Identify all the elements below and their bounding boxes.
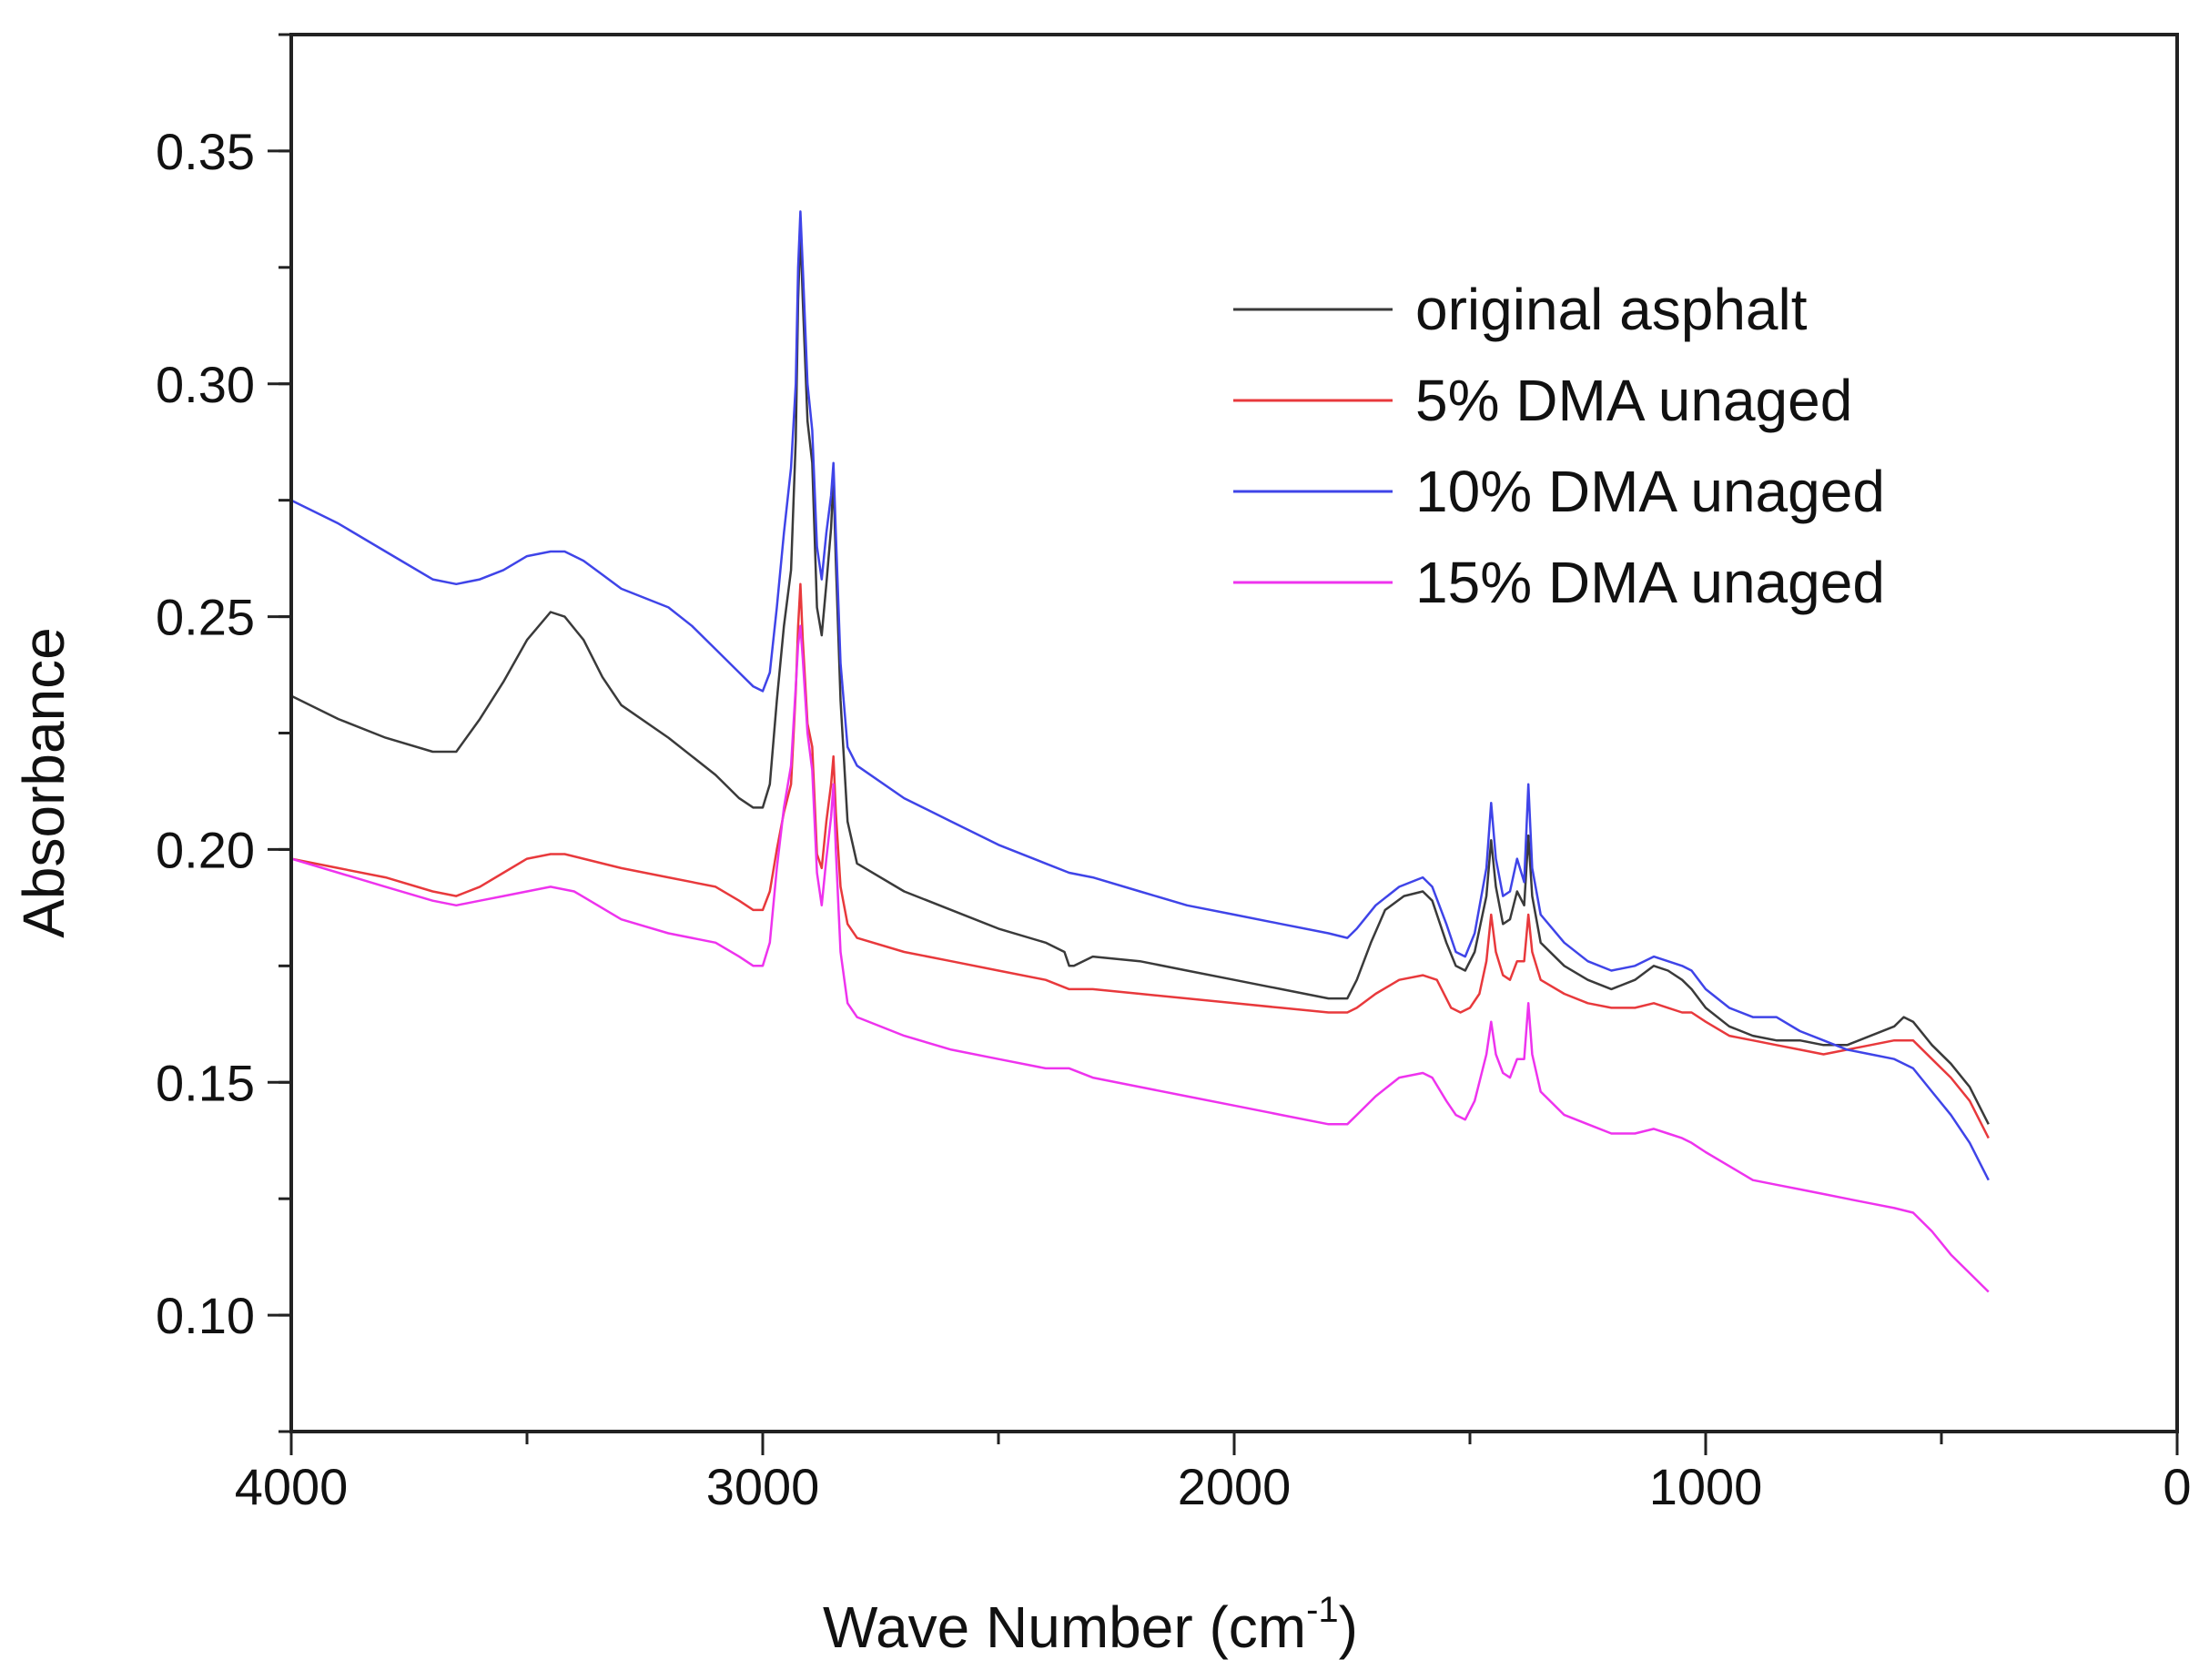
- y-tick-label: 0.15: [156, 1054, 255, 1111]
- x-tick-label: 0: [2163, 1458, 2191, 1515]
- x-tick-label: 3000: [706, 1458, 820, 1515]
- y-tick-label: 0.10: [156, 1287, 255, 1344]
- y-tick-label: 0.30: [156, 356, 255, 413]
- y-tick-label: 0.20: [156, 821, 255, 878]
- y-axis-ticks: 0.10 0.15 0.20 0.25 0.30 0.35: [156, 33, 291, 1433]
- series-lines: [290, 210, 1990, 1293]
- legend: original asphalt 5% DMA unaged 10% DMA una…: [1233, 277, 1885, 615]
- legend-label: 15% DMA unaged: [1415, 550, 1885, 615]
- x-axis-title-superscript: -1: [1306, 1590, 1339, 1630]
- series-line: [290, 582, 1990, 1139]
- legend-label: 10% DMA unaged: [1415, 459, 1885, 524]
- x-axis-title-main: Wave Number (cm: [823, 1594, 1306, 1660]
- x-axis-title-suffix: ): [1339, 1594, 1358, 1660]
- x-tick-label: 1000: [1649, 1458, 1763, 1515]
- legend-label: original asphalt: [1415, 277, 1808, 342]
- y-axis-title: Absorbance: [11, 627, 76, 938]
- y-tick-label: 0.25: [156, 589, 255, 646]
- series-line: [290, 624, 1990, 1293]
- y-tick-label: 0.35: [156, 123, 255, 180]
- series-line: [290, 210, 1990, 1181]
- x-tick-label: 4000: [235, 1458, 349, 1515]
- legend-label: 5% DMA unaged: [1415, 368, 1852, 433]
- x-tick-label: 2000: [1178, 1458, 1292, 1515]
- series-line: [290, 228, 1990, 1125]
- x-axis-ticks: 4000 3000 2000 1000 0: [235, 1432, 2192, 1515]
- x-axis-title: Wave Number (cm-1): [823, 1590, 1358, 1660]
